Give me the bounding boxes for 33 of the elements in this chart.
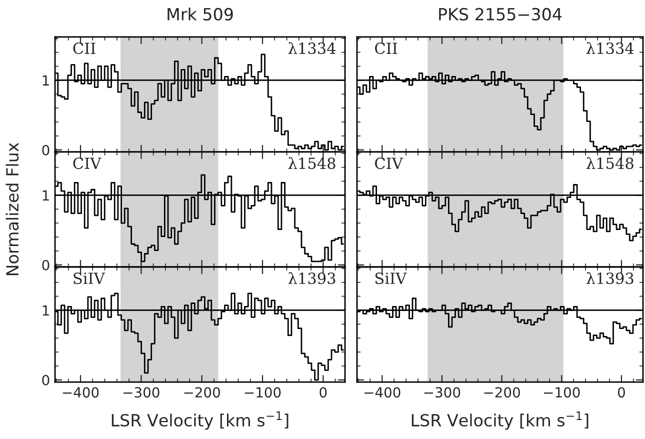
annotation: λ1334: [288, 42, 336, 54]
x-tick-label: 0: [320, 387, 327, 398]
x-axis-title: LSR Velocity [km s$^{−1}$]: [112, 411, 288, 430]
annotation: CIV: [73, 158, 102, 170]
annotation: SiIV: [74, 272, 106, 284]
annotation: λ1334: [586, 42, 634, 54]
x-tick-label: −200: [184, 387, 220, 398]
x-tick-label: −400: [364, 387, 400, 398]
y-tick-label: 0: [42, 144, 50, 156]
annotation: λ1393: [586, 272, 634, 284]
annotation: λ1548: [586, 157, 634, 170]
y-axis-title: Normalized Flux: [6, 142, 19, 276]
annotation: λ1548: [288, 157, 336, 170]
x-tick-label: 0: [618, 387, 625, 398]
y-tick-label: 0: [42, 260, 50, 270]
y-tick-label: 1: [42, 190, 49, 200]
annotation: CII: [375, 42, 398, 54]
x-tick-label: −200: [484, 387, 520, 398]
y-tick-label: 1: [42, 75, 49, 86]
annotation: CII: [73, 42, 96, 54]
x-tick-label: −400: [62, 387, 99, 398]
annotation: CIV: [375, 158, 404, 170]
chart-title: PKS 2155−304: [439, 8, 562, 21]
x-axis-title: LSR Velocity [km s$^{−1}$]: [412, 411, 588, 430]
chart-title: Mrk 509: [168, 8, 233, 21]
annotation: λ1393: [288, 272, 336, 284]
y-tick-label: 1: [42, 305, 49, 316]
annotation: SiIV: [375, 272, 407, 284]
x-tick-label: −100: [244, 387, 281, 398]
x-tick-label: −300: [424, 387, 460, 398]
y-tick-label: 0: [42, 374, 50, 386]
x-tick-label: −100: [544, 387, 580, 398]
x-tick-label: −300: [124, 387, 160, 398]
